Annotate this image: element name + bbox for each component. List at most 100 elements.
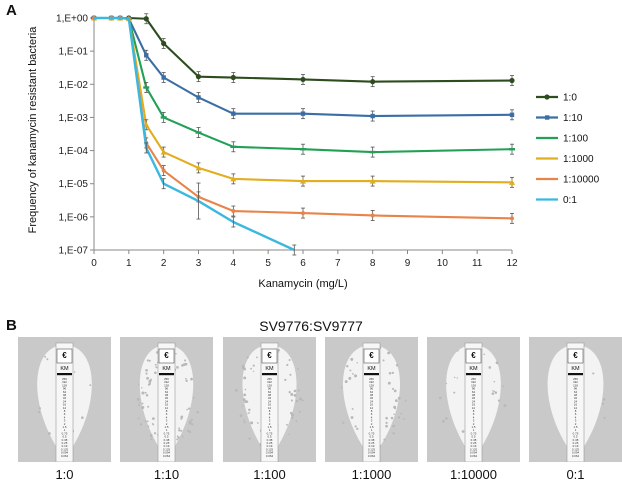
strip-scale-value: 0.064 <box>470 454 478 458</box>
point-1-100 <box>143 86 150 89</box>
strip-brand: KM <box>162 366 171 372</box>
strip-scale-value: 0.125 <box>368 447 376 451</box>
colony <box>184 362 188 366</box>
colony <box>348 376 352 380</box>
plate-label: 1:1000 <box>351 467 392 482</box>
strip-scale-value: 128 <box>164 383 169 387</box>
y-axis-label: Frequency of kanamycin resistant bacteri… <box>27 26 39 234</box>
colony <box>180 415 184 419</box>
strip-scale-value: 96 <box>165 387 169 391</box>
strip-scale-value: 1.5 <box>164 425 168 429</box>
colony <box>178 429 181 432</box>
strip-scale-value: 0.75 <box>471 431 477 435</box>
x-tick-label: 10 <box>437 258 449 269</box>
colony <box>382 359 385 362</box>
colony <box>354 374 357 378</box>
strip-scale-value: 0.19 <box>267 444 273 448</box>
x-tick-label: 1 <box>126 258 132 269</box>
colony <box>255 356 258 359</box>
strip-scale-value: 3 <box>166 419 168 423</box>
colony <box>461 430 465 433</box>
point-1-100 <box>300 147 306 151</box>
strip-scale-value: 0.25 <box>471 441 477 445</box>
colony <box>397 396 401 400</box>
colony <box>387 351 391 355</box>
strip-scale-value: 2 <box>269 422 271 426</box>
line-chart: 1,E+00 1,E-01 1,E-02 1,E-03 1,E-04 1,E-05 1,E-… <box>27 13 600 290</box>
point-1-10 <box>161 75 166 80</box>
strip-scale-value: 32 <box>63 396 67 400</box>
strip-scale-value: 24 <box>370 399 374 403</box>
strip-scale-value: 0.094 <box>470 451 478 455</box>
strip-scale-value: 6 <box>166 412 168 416</box>
colony <box>502 385 505 388</box>
strip-scale-value: 96 <box>268 387 272 391</box>
colony <box>392 424 395 428</box>
strip-scale-value: 128 <box>573 383 578 387</box>
colony <box>146 376 149 380</box>
strip-scale-value: 2 <box>575 422 577 426</box>
strip-scale-value: 64 <box>574 390 578 394</box>
strip-scale-value: 2 <box>473 422 475 426</box>
strip-scale-value: 0.75 <box>573 431 579 435</box>
strip-scale-value: 96 <box>472 387 476 391</box>
colony <box>457 350 459 352</box>
colony <box>150 438 153 441</box>
y-tick-label: 1,E-03 <box>59 113 89 124</box>
strip-scale-value: 64 <box>165 390 169 394</box>
strip-brand: KM <box>367 366 376 372</box>
point-1-10000 <box>161 168 166 173</box>
strip-scale-value: 0.125 <box>163 447 171 451</box>
point-1-10 <box>370 113 375 119</box>
colony <box>48 432 51 435</box>
colony <box>177 436 180 439</box>
colony <box>138 401 141 404</box>
strip-scale-value: 16 <box>165 403 169 407</box>
strip-logo <box>567 348 584 364</box>
strip-scale-value: 48 <box>370 393 374 397</box>
strip-scale-value: 0.094 <box>61 451 69 455</box>
strip-logo <box>56 348 73 364</box>
strip-scale-value: 0.094 <box>163 451 171 455</box>
colony <box>394 399 398 403</box>
plate-image: €KM25619212896644832241612864321.510.750… <box>18 337 111 462</box>
strip-scale-value: 2 <box>371 422 373 426</box>
strip-scale-value: 64 <box>268 390 272 394</box>
colony <box>391 371 394 375</box>
strip-scale-value: 3 <box>269 419 271 423</box>
plate-image: €KM25619212896644832241612864321.510.750… <box>223 337 316 462</box>
strip-brand: KM <box>265 366 274 372</box>
colony <box>141 391 145 395</box>
legend-label: 1:10 <box>563 113 583 124</box>
strip-brand: KM <box>571 366 580 372</box>
colony <box>603 417 606 420</box>
point-1-10 <box>196 95 201 100</box>
colony <box>144 391 147 394</box>
colony <box>248 437 251 440</box>
colony <box>149 434 153 438</box>
colony <box>144 420 147 423</box>
colony <box>148 359 151 362</box>
strip-scale-value: 8 <box>575 409 577 413</box>
colony <box>252 364 255 367</box>
strip-scale-value: 3 <box>371 419 373 423</box>
strip-scale-value: 1.5 <box>62 425 66 429</box>
strip-scale-value: 8 <box>473 409 475 413</box>
strip-scale-value: 128 <box>267 383 272 387</box>
colony <box>186 408 188 411</box>
strip-scale-value: 48 <box>472 393 476 397</box>
strip-scale-value: 16 <box>574 403 578 407</box>
strip-scale-value: 24 <box>165 399 169 403</box>
strip-scale-value: 1 <box>166 428 168 432</box>
strip-scale-value: 4 <box>473 415 475 419</box>
point-1-0 <box>195 74 202 80</box>
colony <box>393 413 395 416</box>
strip-logo-mark: € <box>267 351 272 360</box>
strip-scale-value: 0.19 <box>471 444 477 448</box>
strip-scale-value: 16 <box>472 403 476 407</box>
strip-scale-value: 32 <box>472 396 476 400</box>
strip-scale-value: 0.125 <box>61 447 69 451</box>
x-tick-label: 11 <box>472 258 483 269</box>
point-1-100 <box>230 145 237 148</box>
y-tick-label: 1,E-07 <box>59 246 89 257</box>
